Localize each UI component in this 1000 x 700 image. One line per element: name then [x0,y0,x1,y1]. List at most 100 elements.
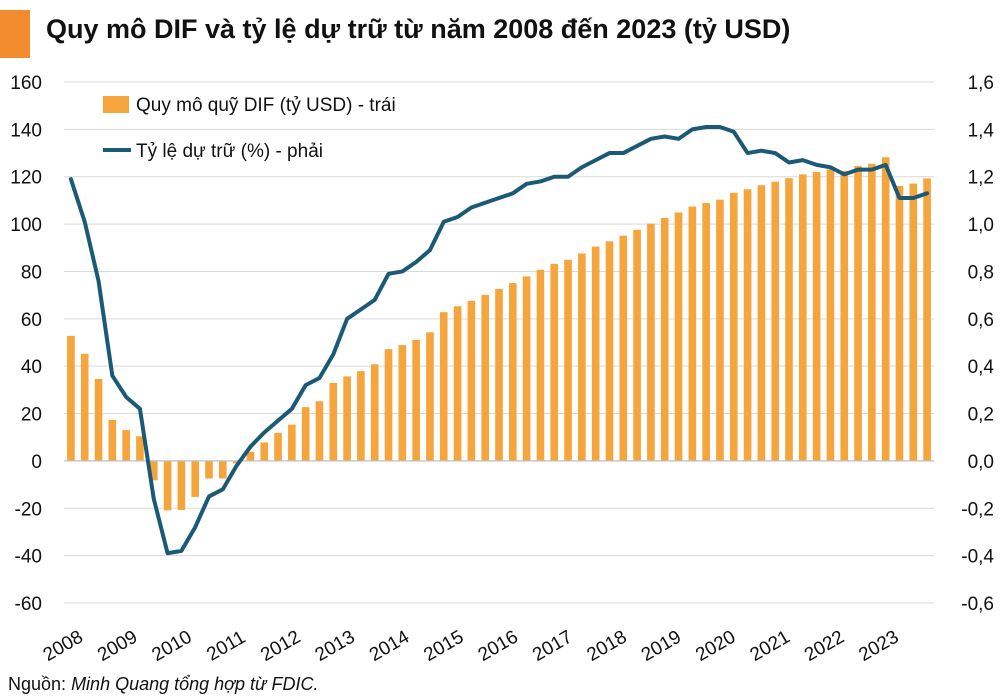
bar [605,241,614,461]
bar [591,246,600,461]
bar [370,364,379,461]
bar [495,288,503,461]
left-tick-label: -40 [15,547,42,568]
bar [122,430,130,461]
x-axis: 2008 2009 2010 2011 2012 2013 2014 2015 2016 2017… [40,626,903,666]
bar [260,442,269,461]
bar [578,253,586,461]
bar [246,451,255,461]
bar [854,166,862,461]
x-tick-label: 2019 [638,627,685,666]
bar [826,169,835,461]
x-tick-label: 2018 [583,627,630,666]
right-tick-label: -0,4 [961,547,994,568]
x-tick-label: 2017 [529,627,576,666]
bar [799,174,807,461]
bar [619,235,628,461]
legend-line-label: Tỷ lệ dự trữ (%) - phải [136,141,323,162]
bar [453,306,462,461]
x-tick-label: 2023 [855,627,902,666]
legend-bar-swatch [103,96,129,113]
bar [895,185,904,461]
right-tick-label: 0,4 [968,357,995,378]
left-tick-label: 120 [10,168,42,189]
right-tick-label: 1,0 [968,215,994,236]
legend-bar-label: Quy mô quỹ DIF (tỷ USD) - trái [136,95,396,116]
title-accent-bar [0,10,30,58]
left-tick-label: -20 [15,499,42,520]
left-tick-label: 140 [10,120,42,141]
left-tick-label: -60 [15,594,42,615]
x-tick-label: 2015 [420,627,467,666]
bar [688,206,697,461]
left-tick-label: 80 [21,262,42,283]
bar [205,460,213,479]
bar [702,203,710,461]
bar [660,217,669,461]
left-tick-label: 100 [10,215,42,236]
x-tick-label: 2022 [801,627,848,666]
bar [812,171,821,461]
x-tick-label: 2010 [148,627,195,666]
bar [564,259,572,461]
bar [522,276,531,461]
right-tick-label: 1,4 [968,120,995,141]
bar [177,460,186,510]
right-tick-label: -0,2 [961,499,994,520]
bar [315,401,324,461]
bar [329,383,338,461]
right-axis: -0,6 -0,4 -0,2 0,0 0,2 0,4 0,6 0,8 1,0 1,2 1,4 1,6 [961,73,994,615]
bar [149,460,158,481]
left-axis: -60 -40 -20 0 20 40 60 80 100 120 140 160 [10,73,42,615]
chart-title: Quy mô DIF và tỷ lệ dự trữ từ năm 2008 đ… [46,14,791,44]
right-tick-label: 1,6 [968,73,994,94]
legend: Quy mô quỹ DIF (tỷ USD) - trái Tỷ lệ dự … [103,95,396,162]
bar [94,378,103,461]
bar [868,163,876,461]
bar [108,419,117,461]
x-tick-label: 2021 [747,627,794,666]
left-tick-label: 40 [21,357,42,378]
bar [439,312,448,461]
x-tick-label: 2020 [692,627,739,666]
bar [674,212,683,461]
bar [136,436,144,461]
right-tick-label: 1,2 [968,168,994,189]
right-tick-label: 0,2 [968,405,994,426]
x-tick-label: 2011 [203,627,249,666]
bar [840,170,849,461]
bar [481,294,489,461]
right-tick-label: 0,0 [968,452,994,473]
x-tick-label: 2009 [94,627,141,666]
bar [550,263,559,461]
bar [716,199,724,461]
bar [647,223,655,461]
bar [301,407,310,461]
left-tick-label: 0 [31,452,42,473]
bar [80,353,89,461]
bar [426,332,434,461]
bar [729,192,738,461]
left-tick-label: 20 [21,405,42,426]
bar-series [67,157,931,511]
bar [288,424,296,461]
ratio-line [68,125,930,556]
x-tick-label: 2012 [257,627,304,666]
bar [743,189,752,461]
bar [191,460,199,497]
source-note: Nguồn: Minh Quang tổng hợp từ FDIC. [8,674,318,695]
x-tick-label: 2013 [312,627,359,666]
x-tick-label: 2016 [475,627,522,666]
right-tick-label: -0,6 [961,594,994,615]
left-tick-label: 60 [21,310,42,331]
bar [412,339,420,461]
source-label: Nguồn: [8,674,67,694]
right-tick-label: 0,8 [968,262,994,283]
bar [357,371,365,461]
source-text: Minh Quang tổng hợp từ FDIC. [71,674,319,694]
bar [163,460,172,511]
bar [398,345,407,461]
x-tick-label: 2014 [366,626,413,666]
bar [633,229,641,461]
